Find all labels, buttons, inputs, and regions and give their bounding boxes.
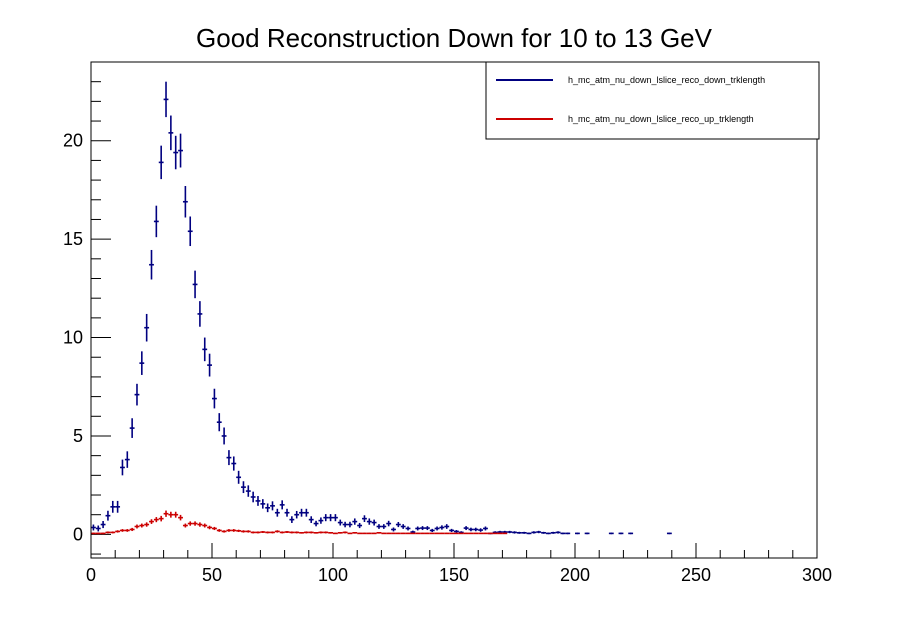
legend-label-series-0: h_mc_atm_nu_down_lslice_reco_down_trklen…	[568, 75, 765, 85]
legend-label-series-1: h_mc_atm_nu_down_lslice_reco_up_trklengt…	[568, 114, 754, 124]
x-tick-label: 50	[202, 565, 222, 585]
x-axis-ticks: 0 50 100 150 200 250 300	[86, 543, 832, 585]
y-tick-label: 20	[63, 131, 83, 151]
x-tick-label: 100	[318, 565, 348, 585]
legend-box	[485, 61, 820, 140]
y-tick-label: 0	[73, 524, 83, 544]
x-tick-label: 250	[681, 565, 711, 585]
series-1	[91, 510, 508, 535]
x-tick-label: 150	[439, 565, 469, 585]
y-tick-label: 5	[73, 426, 83, 446]
plot-marks	[91, 81, 672, 535]
x-tick-label: 200	[560, 565, 590, 585]
plot-frame	[90, 61, 818, 559]
chart-title: Good Reconstruction Down for 10 to 13 Ge…	[196, 23, 713, 53]
legend: h_mc_atm_nu_down_lslice_reco_down_trklen…	[485, 61, 820, 140]
y-axis-ticks: 0 5 10 15 20	[63, 81, 111, 555]
x-tick-label: 0	[86, 565, 96, 585]
series-0	[91, 81, 672, 535]
x-tick-label: 300	[802, 565, 832, 585]
y-tick-label: 15	[63, 229, 83, 249]
y-tick-label: 10	[63, 328, 83, 348]
